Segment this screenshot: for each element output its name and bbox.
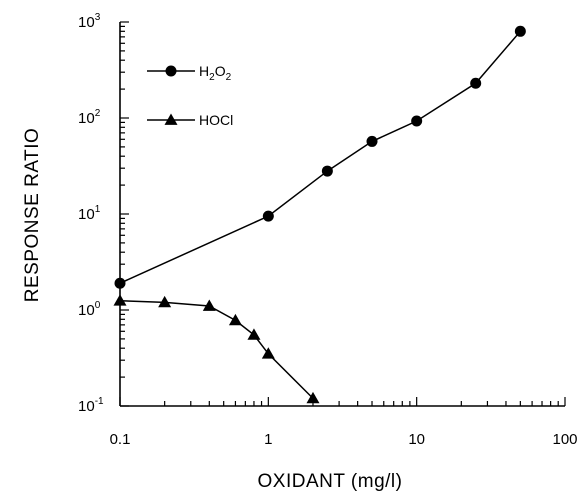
y-tick-label: 10-1 (78, 396, 104, 415)
y-tick-label: 103 (78, 12, 101, 31)
series-line-hocl (119, 299, 314, 399)
series-layer (113, 25, 526, 404)
x-tick-label: 100 (552, 431, 577, 448)
x-tick-label: 10 (408, 431, 425, 448)
legend: H2O2 HOCl (147, 63, 233, 128)
y-tick-label: 102 (78, 108, 101, 127)
legend-marker-h2o2 (165, 65, 177, 77)
x-tick-label: 0.1 (110, 431, 131, 448)
data-point-h2o2 (114, 277, 126, 289)
data-point-hocl (247, 328, 261, 340)
legend-label-h2o2: H2O2 (199, 63, 232, 83)
data-point-h2o2 (514, 25, 526, 37)
data-point-h2o2 (411, 115, 423, 127)
legend-marker-hocl (164, 113, 178, 125)
x-axis-title: OXIDANT (mg/l) (258, 471, 403, 492)
y-tick-label: 101 (78, 204, 101, 223)
data-point-hocl (306, 391, 320, 404)
y-tick-label: 100 (78, 300, 101, 319)
data-point-hocl (202, 299, 216, 311)
legend-item-h2o2: H2O2 (147, 63, 232, 83)
x-tick-label: 1 (264, 431, 272, 448)
series-hocl (113, 294, 320, 404)
legend-item-hocl: HOCl (147, 112, 233, 128)
data-point-h2o2 (262, 210, 274, 222)
axes (119, 22, 565, 407)
legend-label-hocl: HOCl (199, 112, 233, 128)
data-point-hocl (228, 313, 242, 326)
data-point-hocl (113, 294, 127, 306)
ticks: 0.1 1 10 100 10-1 100 101 102 103 (78, 12, 577, 448)
series-h2o2 (114, 25, 526, 289)
series-line-h2o2 (119, 30, 521, 284)
data-point-h2o2 (321, 165, 333, 177)
y-axis-title: RESPONSE RATIO (22, 128, 43, 303)
data-point-h2o2 (470, 77, 482, 89)
data-point-hocl (158, 295, 172, 308)
data-point-hocl (261, 347, 275, 359)
data-point-h2o2 (366, 135, 378, 147)
